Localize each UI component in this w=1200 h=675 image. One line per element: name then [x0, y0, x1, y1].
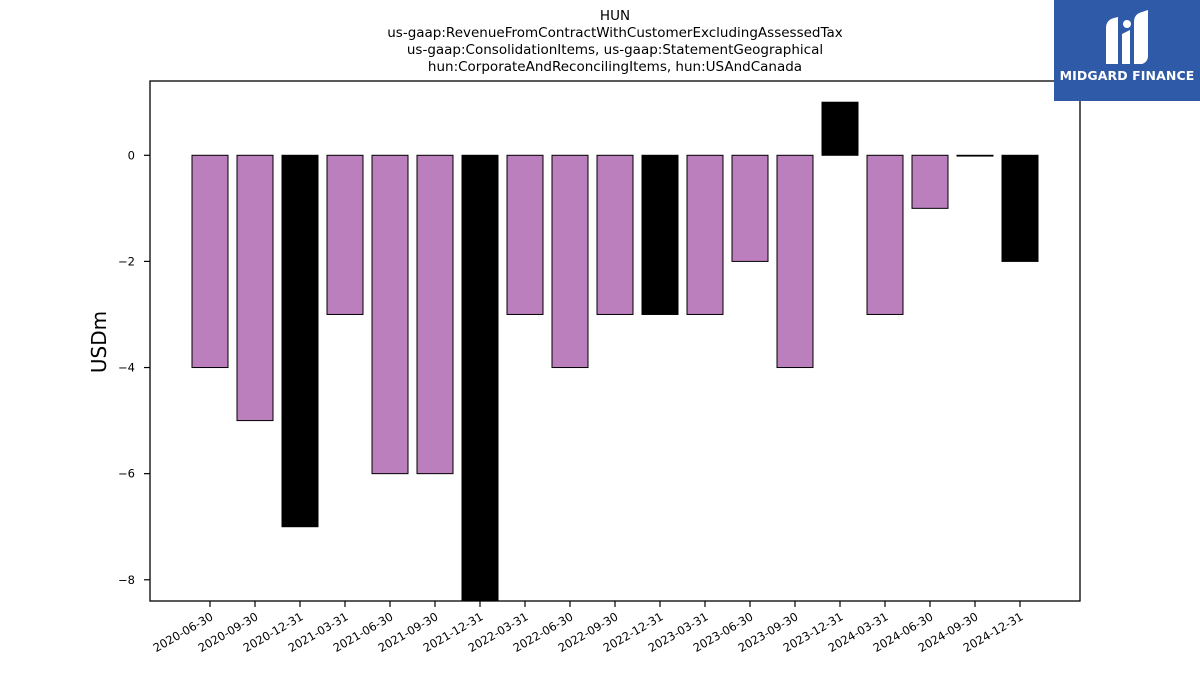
bar-2021-09-30	[416, 154, 454, 475]
bar-2021-12-31	[461, 154, 499, 601]
bar-2020-09-30	[236, 154, 274, 422]
y-axis-label: USDm	[87, 311, 111, 373]
y-tick-label: −4	[118, 361, 135, 375]
bar-2020-12-31	[281, 154, 319, 528]
logo-text: MIDGARD FINANCE	[1059, 68, 1195, 83]
bar-2021-03-31	[326, 154, 364, 315]
chart-title: HUNus-gaap:RevenueFromContractWithCustom…	[387, 8, 843, 75]
chart-title-line: hun:CorporateAndReconcilingItems, hun:US…	[428, 59, 802, 75]
chart-title-line: us-gaap:RevenueFromContractWithCustomerE…	[387, 25, 843, 41]
bar-2022-09-30	[596, 154, 634, 315]
bars-group	[191, 101, 1039, 601]
bar-2020-06-30	[191, 154, 229, 369]
bar-2021-06-30	[371, 154, 409, 475]
x-axis-ticks: 2020-06-302020-09-302020-12-312021-03-31…	[151, 601, 1026, 655]
y-axis-ticks: 0 −2 −4 −6 −8	[118, 148, 150, 587]
bar-2024-12-31	[1001, 154, 1039, 262]
bar-2022-12-31	[641, 154, 679, 315]
bar-2024-03-31	[866, 154, 904, 315]
bar-2022-03-31	[506, 154, 544, 315]
bar-2024-06-30	[911, 154, 949, 209]
chart-title-line: HUN	[600, 8, 630, 24]
bar-2024-09-30	[956, 154, 994, 157]
bar-2023-03-31	[686, 154, 724, 315]
logo-icon	[1106, 10, 1148, 64]
brand-logo: MIDGARD FINANCE	[1054, 0, 1200, 101]
y-tick-label: −8	[118, 573, 135, 587]
bar-2023-06-30	[731, 154, 769, 262]
bar-2023-12-31	[821, 101, 859, 156]
bar-2023-09-30	[776, 154, 814, 369]
y-tick-label: −6	[118, 467, 135, 481]
bar-2022-06-30	[551, 154, 589, 369]
y-tick-label: −2	[118, 254, 135, 268]
y-tick-label: 0	[128, 148, 135, 162]
chart-title-line: us-gaap:ConsolidationItems, us-gaap:Stat…	[407, 42, 823, 58]
